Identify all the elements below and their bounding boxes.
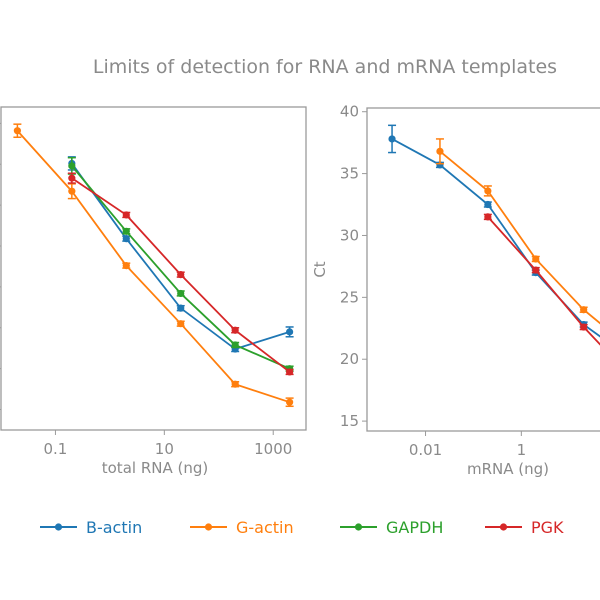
y-tick-label: 20 <box>340 350 359 368</box>
data-point <box>286 328 294 336</box>
data-point <box>580 323 588 331</box>
data-point <box>177 304 185 312</box>
data-point <box>68 162 76 170</box>
legend-label: G-actin <box>236 518 294 537</box>
data-point <box>580 306 588 314</box>
series-b-actin <box>388 124 600 338</box>
panel-1: 0.1 10 1000 total RNA (ng) <box>0 106 307 477</box>
plot-frame <box>366 107 600 432</box>
panel-2: 0.011100152025303540mRNA (ng)Ct <box>311 103 600 478</box>
y-tick-label: 40 <box>340 103 359 121</box>
legend-item-g-actin: G-actin <box>190 518 294 537</box>
legend-label: PGK <box>531 518 564 537</box>
x-tick-label: 1 <box>517 441 527 459</box>
x-tick-label: 1000 <box>254 440 292 458</box>
x-axis-label: total RNA (ng) <box>102 459 208 477</box>
y-tick-label: 15 <box>340 412 359 430</box>
x-tick-label: 10 <box>155 440 174 458</box>
legend-marker <box>499 523 508 531</box>
legend-item-pgk: PGK <box>485 518 564 537</box>
data-point <box>177 271 185 279</box>
y-tick-label: 35 <box>340 165 359 183</box>
y-tick-label: 25 <box>340 288 359 306</box>
legend: B-actin G-actin GAPDH PGK <box>40 518 564 537</box>
series-line <box>16 130 290 404</box>
series-line <box>487 216 600 346</box>
legend-label: B-actin <box>86 518 142 537</box>
data-point <box>177 289 185 298</box>
series-line <box>391 138 600 338</box>
x-axis-label: mRNA (ng) <box>467 460 549 478</box>
data-point <box>436 147 444 155</box>
data-point <box>388 135 396 143</box>
data-point <box>286 398 294 406</box>
chart-title: Limits of detection for RNA and mRNA tem… <box>93 56 557 78</box>
legend-marker <box>354 523 363 531</box>
data-point <box>122 227 130 235</box>
legend-item-gapdh: GAPDH <box>340 518 443 537</box>
data-point <box>68 187 76 195</box>
x-tick-label: 0.1 <box>44 440 68 458</box>
data-point <box>231 380 239 388</box>
x-tick-label: 0.01 <box>409 441 442 459</box>
data-point <box>122 235 130 243</box>
data-point <box>177 320 185 328</box>
legend-marker <box>54 523 63 531</box>
data-point <box>286 368 294 376</box>
legend-label: GAPDH <box>386 518 443 537</box>
data-point <box>231 341 239 349</box>
series-pgk <box>67 172 294 376</box>
data-point <box>532 255 540 263</box>
data-point <box>484 213 492 221</box>
series-g-actin <box>435 138 600 325</box>
data-point <box>13 127 21 135</box>
series-g-actin <box>13 123 294 408</box>
legend-item-b-actin: B-actin <box>40 518 142 537</box>
series-line <box>71 165 290 370</box>
data-point <box>532 266 540 274</box>
legend-marker <box>204 523 213 531</box>
data-point <box>122 262 130 270</box>
data-point <box>68 174 76 182</box>
series-gapdh <box>67 156 294 373</box>
data-point <box>122 211 130 219</box>
plot-frame <box>0 106 307 431</box>
series-pgk <box>483 213 600 346</box>
y-axis-label: Ct <box>311 261 329 277</box>
y-tick-label: 30 <box>340 226 359 244</box>
data-point <box>484 187 492 195</box>
data-point <box>231 326 239 334</box>
data-point <box>484 200 492 209</box>
